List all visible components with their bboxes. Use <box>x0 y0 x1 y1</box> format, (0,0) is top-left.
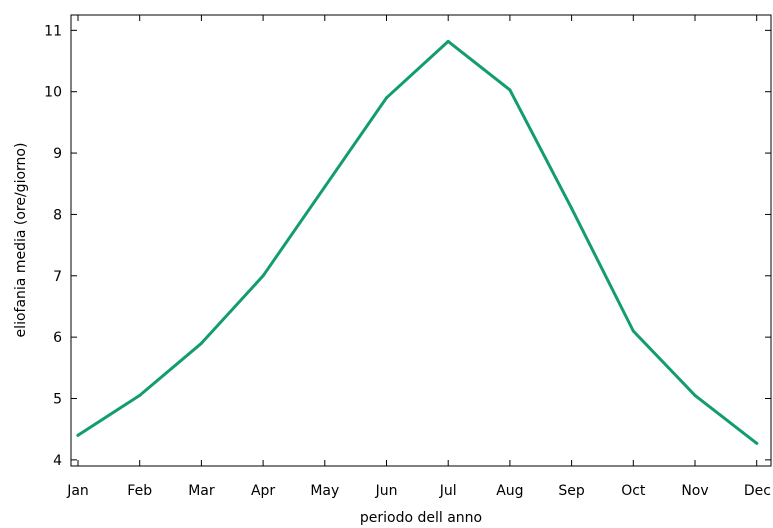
x-tick-label: Aug <box>496 483 523 499</box>
y-tick-label: 4 <box>53 453 62 469</box>
data-point <box>199 341 203 345</box>
y-axis: 4 5 6 7 8 9 10 11 <box>44 23 771 469</box>
x-tick-label: Oct <box>621 483 646 499</box>
y-axis-title: eliofania media (ore/giorno) <box>13 143 29 338</box>
data-point <box>76 433 80 437</box>
x-tick-label: Jun <box>375 483 398 499</box>
y-tick-label: 5 <box>53 392 62 408</box>
x-tick-label: May <box>310 483 339 499</box>
x-tick-label: Nov <box>681 483 708 499</box>
data-point <box>385 96 388 100</box>
data-point <box>570 206 574 210</box>
data-point <box>755 441 759 445</box>
data-point <box>138 393 142 397</box>
y-tick-label: 9 <box>53 146 62 162</box>
data-point <box>446 39 450 43</box>
y-tick-label: 10 <box>44 85 62 101</box>
data-point <box>323 185 327 189</box>
y-tick-label: 8 <box>53 207 62 223</box>
x-tick-label: Dec <box>744 483 771 499</box>
series-line-0 <box>76 39 759 445</box>
x-tick-label: Jul <box>439 483 457 499</box>
x-tick-label: Feb <box>127 483 152 499</box>
data-point <box>631 329 635 333</box>
x-axis-title: periodo dell anno <box>360 510 482 526</box>
x-tick-label: Sep <box>558 483 585 499</box>
x-tick-label: Mar <box>188 483 215 499</box>
data-point <box>261 274 265 278</box>
data-point <box>508 88 512 92</box>
x-tick-label: Apr <box>251 483 275 499</box>
plot-frame <box>70 14 772 467</box>
data-point <box>693 393 697 397</box>
series-layer <box>76 39 759 445</box>
x-tick-label: Jan <box>66 483 89 499</box>
y-tick-label: 6 <box>53 330 62 346</box>
y-tick-label: 7 <box>53 269 62 285</box>
y-tick-label: 11 <box>44 23 62 39</box>
x-axis: Jan Feb Mar Apr May Jun Jul Aug Sep Oct Nov Dec <box>66 15 771 499</box>
